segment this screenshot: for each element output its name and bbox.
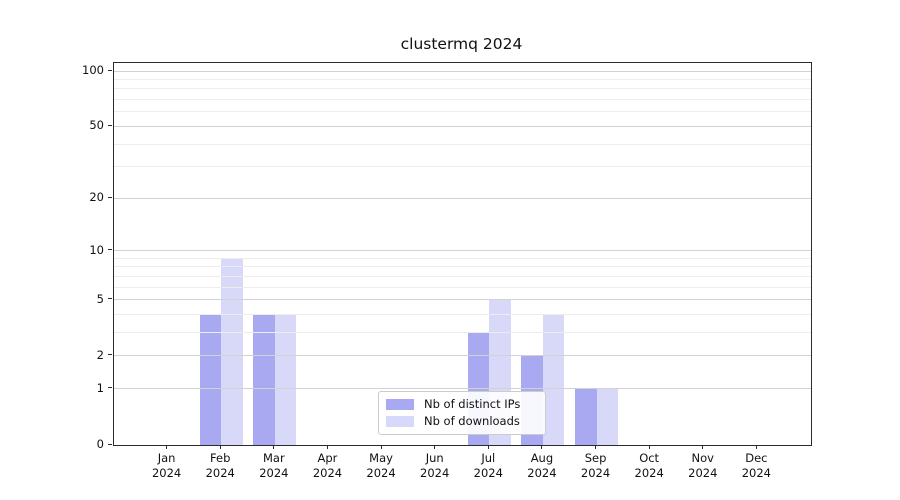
x-tick-label-apr: Apr 2024 bbox=[312, 451, 343, 480]
gridline-minor-80 bbox=[114, 88, 811, 90]
x-tick-label-nov: Nov 2024 bbox=[688, 451, 718, 480]
y-tick-5 bbox=[108, 298, 112, 300]
x-tick-dec bbox=[755, 445, 757, 449]
y-tick-0 bbox=[108, 443, 112, 445]
x-tick-label-mar: Mar 2024 bbox=[259, 451, 289, 480]
gridline-minor-9 bbox=[114, 257, 811, 259]
y-tick-label-100: 100 bbox=[82, 63, 104, 77]
x-tick-apr bbox=[326, 445, 328, 449]
x-tick-sep bbox=[595, 445, 597, 449]
x-tick-label-may: May 2024 bbox=[366, 451, 396, 480]
gridline-major-50 bbox=[114, 125, 811, 127]
gridline-minor-70 bbox=[114, 99, 811, 101]
bar-nb-of-downloads-mar bbox=[274, 314, 297, 445]
x-tick-oct bbox=[648, 445, 650, 449]
gridline-minor-90 bbox=[114, 78, 811, 80]
x-tick-aug bbox=[541, 445, 543, 449]
y-tick-label-1: 1 bbox=[96, 380, 104, 395]
x-tick-label-oct: Oct 2024 bbox=[634, 451, 664, 480]
gridline-minor-30 bbox=[114, 166, 811, 168]
legend: Nb of distinct IPs Nb of downloads bbox=[378, 391, 546, 435]
gridline-minor-60 bbox=[114, 111, 811, 113]
gridline-minor-3 bbox=[114, 332, 811, 334]
legend-label-distinct-ips: Nb of distinct IPs bbox=[424, 397, 521, 411]
x-tick-label-dec: Dec 2024 bbox=[741, 451, 772, 480]
gridline-major-10 bbox=[114, 250, 811, 252]
x-tick-label-jun: Jun 2024 bbox=[420, 451, 450, 480]
legend-label-downloads: Nb of downloads bbox=[424, 414, 520, 428]
chart-title: clustermq 2024 bbox=[400, 35, 523, 53]
y-tick-label-5: 5 bbox=[96, 291, 104, 306]
x-tick-nov bbox=[702, 445, 704, 449]
x-tick-jan bbox=[166, 445, 168, 449]
x-tick-may bbox=[380, 445, 382, 449]
bar-nb-of-distinct-ips-feb bbox=[199, 314, 222, 445]
y-tick-50 bbox=[108, 124, 112, 126]
gridline-major-20 bbox=[114, 197, 811, 199]
y-tick-label-50: 50 bbox=[89, 118, 104, 133]
x-tick-label-aug: Aug 2024 bbox=[527, 451, 557, 480]
y-tick-label-10: 10 bbox=[89, 242, 104, 257]
legend-swatch-downloads bbox=[386, 415, 414, 427]
bar-nb-of-downloads-sep bbox=[596, 388, 619, 445]
x-tick-jun bbox=[434, 445, 436, 449]
gridline-minor-4 bbox=[114, 314, 811, 316]
x-tick-label-sep: Sep 2024 bbox=[580, 451, 611, 480]
x-tick-label-jan: Jan 2024 bbox=[151, 451, 182, 480]
y-tick-2 bbox=[108, 354, 112, 356]
x-tick-mar bbox=[273, 445, 275, 449]
y-tick-10 bbox=[108, 249, 112, 251]
gridline-major-100 bbox=[114, 70, 811, 72]
y-tick-1 bbox=[108, 387, 112, 389]
legend-row-distinct-ips: Nb of distinct IPs bbox=[386, 397, 536, 411]
x-tick-label-feb: Feb 2024 bbox=[205, 451, 235, 480]
y-tick-label-0: 0 bbox=[96, 437, 104, 451]
gridline-major-5 bbox=[114, 299, 811, 301]
y-tick-100 bbox=[108, 69, 112, 71]
gridline-major-1 bbox=[114, 388, 811, 390]
legend-swatch-distinct-ips bbox=[386, 398, 414, 410]
gridline-minor-6 bbox=[114, 286, 811, 288]
y-tick-label-20: 20 bbox=[89, 190, 104, 205]
bar-nb-of-downloads-aug bbox=[542, 314, 565, 445]
gridline-minor-40 bbox=[114, 143, 811, 145]
y-tick-label-2: 2 bbox=[96, 347, 104, 362]
bar-nb-of-downloads-feb bbox=[221, 258, 243, 445]
gridline-minor-7 bbox=[114, 275, 811, 277]
plot-area bbox=[113, 62, 812, 446]
y-tick-20 bbox=[108, 196, 112, 198]
x-tick-jul bbox=[487, 445, 489, 449]
gridline-major-2 bbox=[114, 355, 811, 357]
x-tick-label-jul: Jul 2024 bbox=[473, 451, 503, 480]
x-tick-feb bbox=[219, 445, 221, 449]
legend-row-downloads: Nb of downloads bbox=[386, 414, 536, 428]
gridline-minor-8 bbox=[114, 266, 811, 268]
bar-nb-of-distinct-ips-sep bbox=[575, 388, 597, 445]
bar-nb-of-distinct-ips-mar bbox=[253, 314, 275, 445]
